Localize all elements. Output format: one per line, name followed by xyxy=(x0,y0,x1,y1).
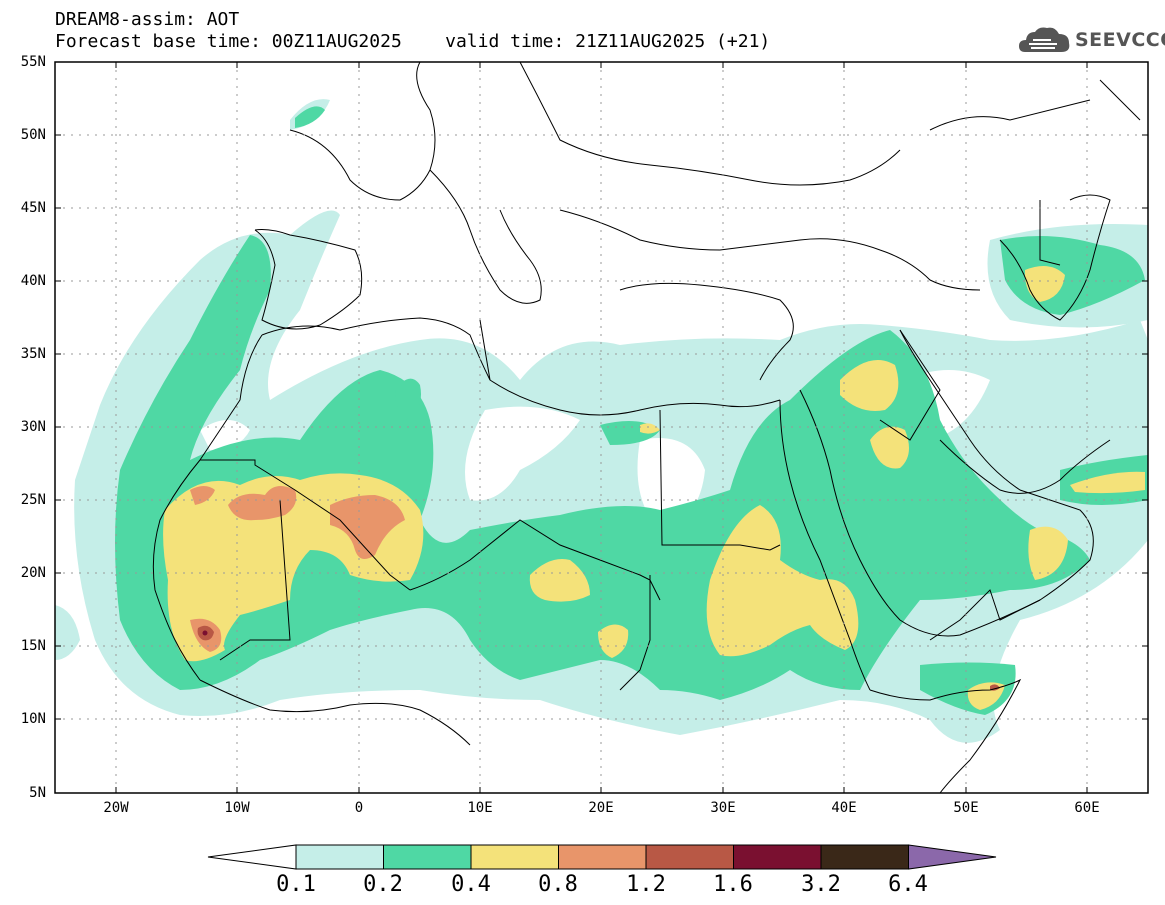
colorbar-bin-7 xyxy=(820,844,909,870)
colorbar-bin-6 xyxy=(733,844,822,870)
colorbar-label: 0.8 xyxy=(538,872,578,897)
forecast-time-line: Forecast base time: 00Z11AUG2025 valid t… xyxy=(55,31,771,52)
lat-label: 35N xyxy=(20,346,46,362)
colorbar-label: 0.2 xyxy=(363,872,403,897)
colorbar-below-arrow xyxy=(207,844,297,870)
colorbar-label: 3.2 xyxy=(801,872,841,897)
lat-label: 40N xyxy=(20,273,46,289)
lon-label: 10E xyxy=(467,800,493,816)
logo-text: SEEVCCC xyxy=(1075,29,1165,51)
colorbar-bin-3 xyxy=(470,844,559,870)
lat-label: 55N xyxy=(20,54,46,70)
lon-label: 0 xyxy=(354,800,364,816)
colorbar-label: 1.2 xyxy=(626,872,666,897)
lon-label: 20W xyxy=(103,800,129,816)
colorbar-label: 6.4 xyxy=(888,872,928,897)
colorbar-label: 0.4 xyxy=(451,872,491,897)
graticule xyxy=(55,62,1148,793)
colorbar-bin-5 xyxy=(645,844,734,870)
colorbar xyxy=(207,844,997,870)
country-borders xyxy=(152,62,1141,793)
lat-label: 25N xyxy=(20,492,46,508)
lon-label: 60E xyxy=(1074,800,1100,816)
lat-label: 45N xyxy=(20,200,46,216)
lon-label: 50E xyxy=(953,800,979,816)
lat-label: 30N xyxy=(20,419,46,435)
lat-label: 20N xyxy=(20,565,46,581)
map-title: DREAM8-assim: AOT xyxy=(55,9,240,30)
colorbar-bin-1 xyxy=(295,844,384,870)
colorbar-label: 1.6 xyxy=(713,872,753,897)
cloud-logo-icon xyxy=(1019,27,1070,52)
colorbar-bin-4 xyxy=(558,844,647,870)
colorbar-bin-2 xyxy=(383,844,472,870)
lon-label: 20E xyxy=(588,800,614,816)
lat-label: 10N xyxy=(20,711,46,727)
lat-label: 15N xyxy=(20,638,46,654)
lat-label: 50N xyxy=(20,127,46,143)
lon-label: 10W xyxy=(224,800,250,816)
seevccc-logo: SEEVCCC xyxy=(1017,22,1165,60)
colorbar-label: 0.1 xyxy=(276,872,316,897)
colorbar-above-arrow xyxy=(908,844,997,870)
lat-label: 5N xyxy=(29,785,46,801)
lon-label: 30E xyxy=(710,800,736,816)
lon-label: 40E xyxy=(831,800,857,816)
